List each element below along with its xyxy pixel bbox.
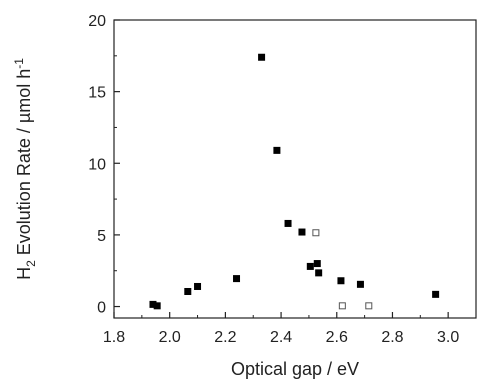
- x-tick-label: 2.0: [159, 329, 181, 346]
- y-tick-label: 15: [88, 85, 106, 102]
- x-tick-label: 1.8: [103, 329, 125, 346]
- data-point-filled: [356, 280, 364, 288]
- data-point-filled: [337, 277, 345, 285]
- data-points: [149, 53, 440, 310]
- data-point-filled: [298, 228, 306, 236]
- data-point-open: [365, 302, 373, 310]
- y-tick-label: 5: [97, 228, 106, 245]
- x-tick-label: 2.4: [270, 329, 292, 346]
- data-point-filled: [184, 287, 192, 295]
- x-axis-label: Optical gap / eV: [231, 359, 359, 379]
- x-tick-label: 3.0: [437, 329, 459, 346]
- y-axis-ticks: 0 5 10 15 20: [88, 13, 120, 317]
- data-point-filled: [313, 260, 321, 268]
- y-tick-label: 0: [97, 300, 106, 317]
- data-point-filled: [258, 53, 266, 61]
- data-point-open: [312, 229, 320, 237]
- x-tick-label: 2.6: [326, 329, 348, 346]
- y-axis-label-main: Evolution Rate / µmol h: [14, 69, 34, 260]
- y-axis-label-subscript: 2: [24, 260, 38, 267]
- y-axis-label-prefix: H: [14, 267, 34, 280]
- data-point-filled: [284, 219, 292, 227]
- data-point-filled: [153, 302, 161, 310]
- y-axis-label: H2 Evolution Rate / µmol h-1: [12, 58, 38, 280]
- data-point-filled: [194, 282, 202, 290]
- data-point-open: [338, 302, 346, 310]
- x-axis-ticks: 1.8 2.0 2.2 2.4 2.6 2.8 3.0: [103, 312, 459, 346]
- data-point-filled: [315, 269, 323, 277]
- data-point-filled: [432, 290, 440, 298]
- x-tick-label: 2.8: [381, 329, 403, 346]
- x-tick-label: 2.2: [214, 329, 236, 346]
- plot-frame: [113, 19, 477, 319]
- y-axis-label-superscript: -1: [12, 58, 26, 69]
- data-point-filled: [306, 262, 314, 270]
- data-point-filled: [149, 300, 157, 308]
- data-point-filled: [233, 275, 241, 283]
- y-tick-label: 20: [88, 13, 106, 30]
- y-tick-label: 10: [88, 156, 106, 173]
- data-point-filled: [273, 146, 281, 154]
